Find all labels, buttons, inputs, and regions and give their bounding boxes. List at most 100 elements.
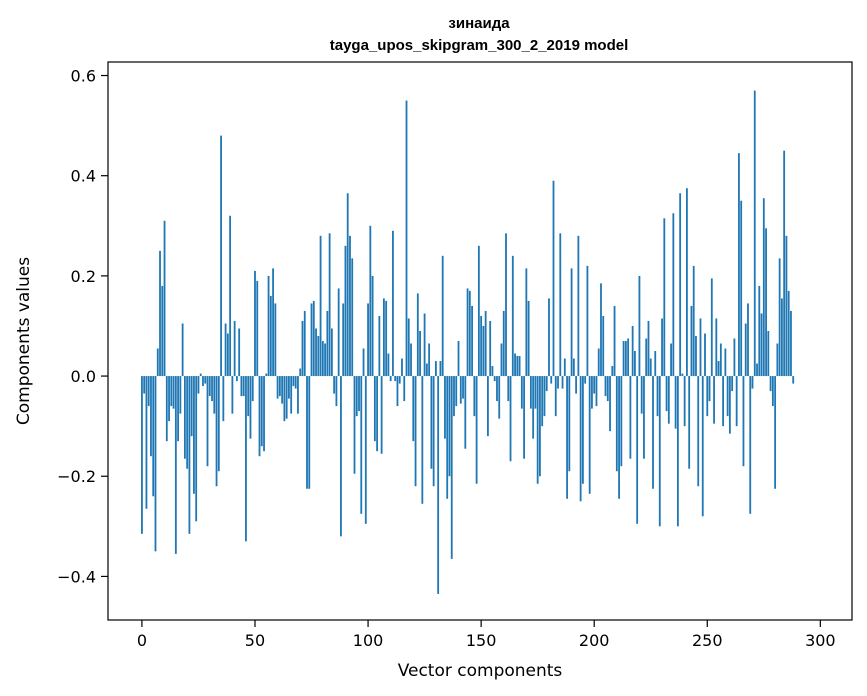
bar bbox=[699, 318, 702, 377]
bar bbox=[532, 376, 535, 439]
bar bbox=[405, 100, 408, 377]
bar bbox=[263, 376, 265, 452]
bar bbox=[459, 376, 462, 404]
x-tick-label: 300 bbox=[805, 631, 836, 650]
bar bbox=[240, 376, 243, 397]
y-tick-label: −0.4 bbox=[57, 567, 96, 586]
bar bbox=[480, 315, 483, 377]
bar bbox=[631, 325, 634, 377]
bar bbox=[265, 373, 268, 377]
bar bbox=[217, 376, 220, 472]
bar bbox=[615, 376, 618, 472]
bar bbox=[206, 376, 209, 467]
bar bbox=[771, 376, 774, 407]
bar bbox=[593, 376, 596, 394]
bar bbox=[145, 376, 148, 509]
bar bbox=[627, 338, 630, 377]
bar bbox=[597, 348, 600, 377]
bar bbox=[274, 303, 277, 377]
bar bbox=[401, 358, 403, 377]
bar bbox=[342, 303, 345, 377]
bar bbox=[310, 303, 313, 377]
bar bbox=[312, 300, 315, 377]
bar bbox=[719, 343, 722, 377]
bar bbox=[541, 376, 544, 427]
bar bbox=[425, 363, 428, 377]
bar bbox=[536, 376, 539, 484]
bar bbox=[247, 376, 250, 417]
bar bbox=[487, 376, 489, 437]
bar bbox=[509, 376, 512, 462]
bar bbox=[568, 376, 571, 472]
bar bbox=[159, 250, 161, 377]
bar bbox=[360, 376, 363, 514]
bar bbox=[539, 376, 541, 477]
bar bbox=[306, 376, 308, 489]
bar bbox=[749, 376, 752, 514]
bar bbox=[606, 376, 609, 402]
bar bbox=[396, 376, 399, 407]
bar bbox=[186, 376, 189, 469]
bar bbox=[595, 376, 598, 407]
bar bbox=[351, 258, 354, 377]
bar bbox=[285, 376, 288, 419]
bar bbox=[713, 376, 715, 424]
bar bbox=[726, 376, 729, 417]
bar bbox=[337, 288, 340, 377]
bar bbox=[563, 358, 566, 377]
bar bbox=[514, 353, 516, 377]
bar bbox=[292, 376, 295, 387]
bar bbox=[290, 376, 293, 414]
bar bbox=[376, 376, 379, 452]
bar bbox=[557, 376, 559, 389]
bar bbox=[403, 376, 406, 402]
bar bbox=[156, 348, 159, 377]
bar bbox=[722, 376, 725, 427]
bar bbox=[358, 376, 360, 412]
bar bbox=[369, 225, 372, 377]
bar bbox=[663, 218, 666, 377]
bar bbox=[317, 335, 320, 377]
bar bbox=[229, 215, 232, 377]
bar bbox=[254, 270, 256, 377]
bar bbox=[704, 333, 706, 377]
bar bbox=[529, 376, 532, 409]
bar bbox=[256, 280, 259, 377]
bar bbox=[432, 376, 435, 487]
bar bbox=[783, 150, 786, 377]
bar bbox=[238, 328, 241, 377]
bar bbox=[491, 366, 494, 377]
bar bbox=[620, 376, 623, 467]
bar bbox=[774, 376, 777, 489]
bar bbox=[715, 318, 718, 377]
bar bbox=[688, 376, 691, 469]
bar bbox=[566, 376, 568, 499]
bar bbox=[165, 376, 168, 442]
bar bbox=[301, 320, 304, 377]
bar bbox=[649, 358, 652, 377]
x-tick-label: 150 bbox=[466, 631, 497, 650]
bar bbox=[428, 343, 431, 377]
bar bbox=[624, 341, 627, 377]
bar bbox=[527, 300, 530, 377]
bar bbox=[577, 235, 580, 377]
bar bbox=[731, 376, 734, 392]
bar bbox=[297, 376, 299, 414]
bar bbox=[251, 376, 254, 402]
bar bbox=[367, 303, 369, 377]
bar bbox=[231, 376, 234, 414]
bar bbox=[588, 376, 591, 494]
bar bbox=[437, 376, 440, 594]
bar bbox=[152, 376, 155, 497]
bar bbox=[602, 315, 605, 377]
bar bbox=[604, 376, 607, 397]
bar bbox=[762, 198, 765, 377]
bar bbox=[543, 376, 546, 417]
bar bbox=[584, 376, 587, 384]
bar bbox=[208, 376, 211, 397]
bar bbox=[188, 376, 191, 534]
bar bbox=[224, 323, 227, 377]
bar bbox=[170, 376, 173, 407]
bar bbox=[226, 333, 229, 377]
bar bbox=[407, 318, 410, 377]
